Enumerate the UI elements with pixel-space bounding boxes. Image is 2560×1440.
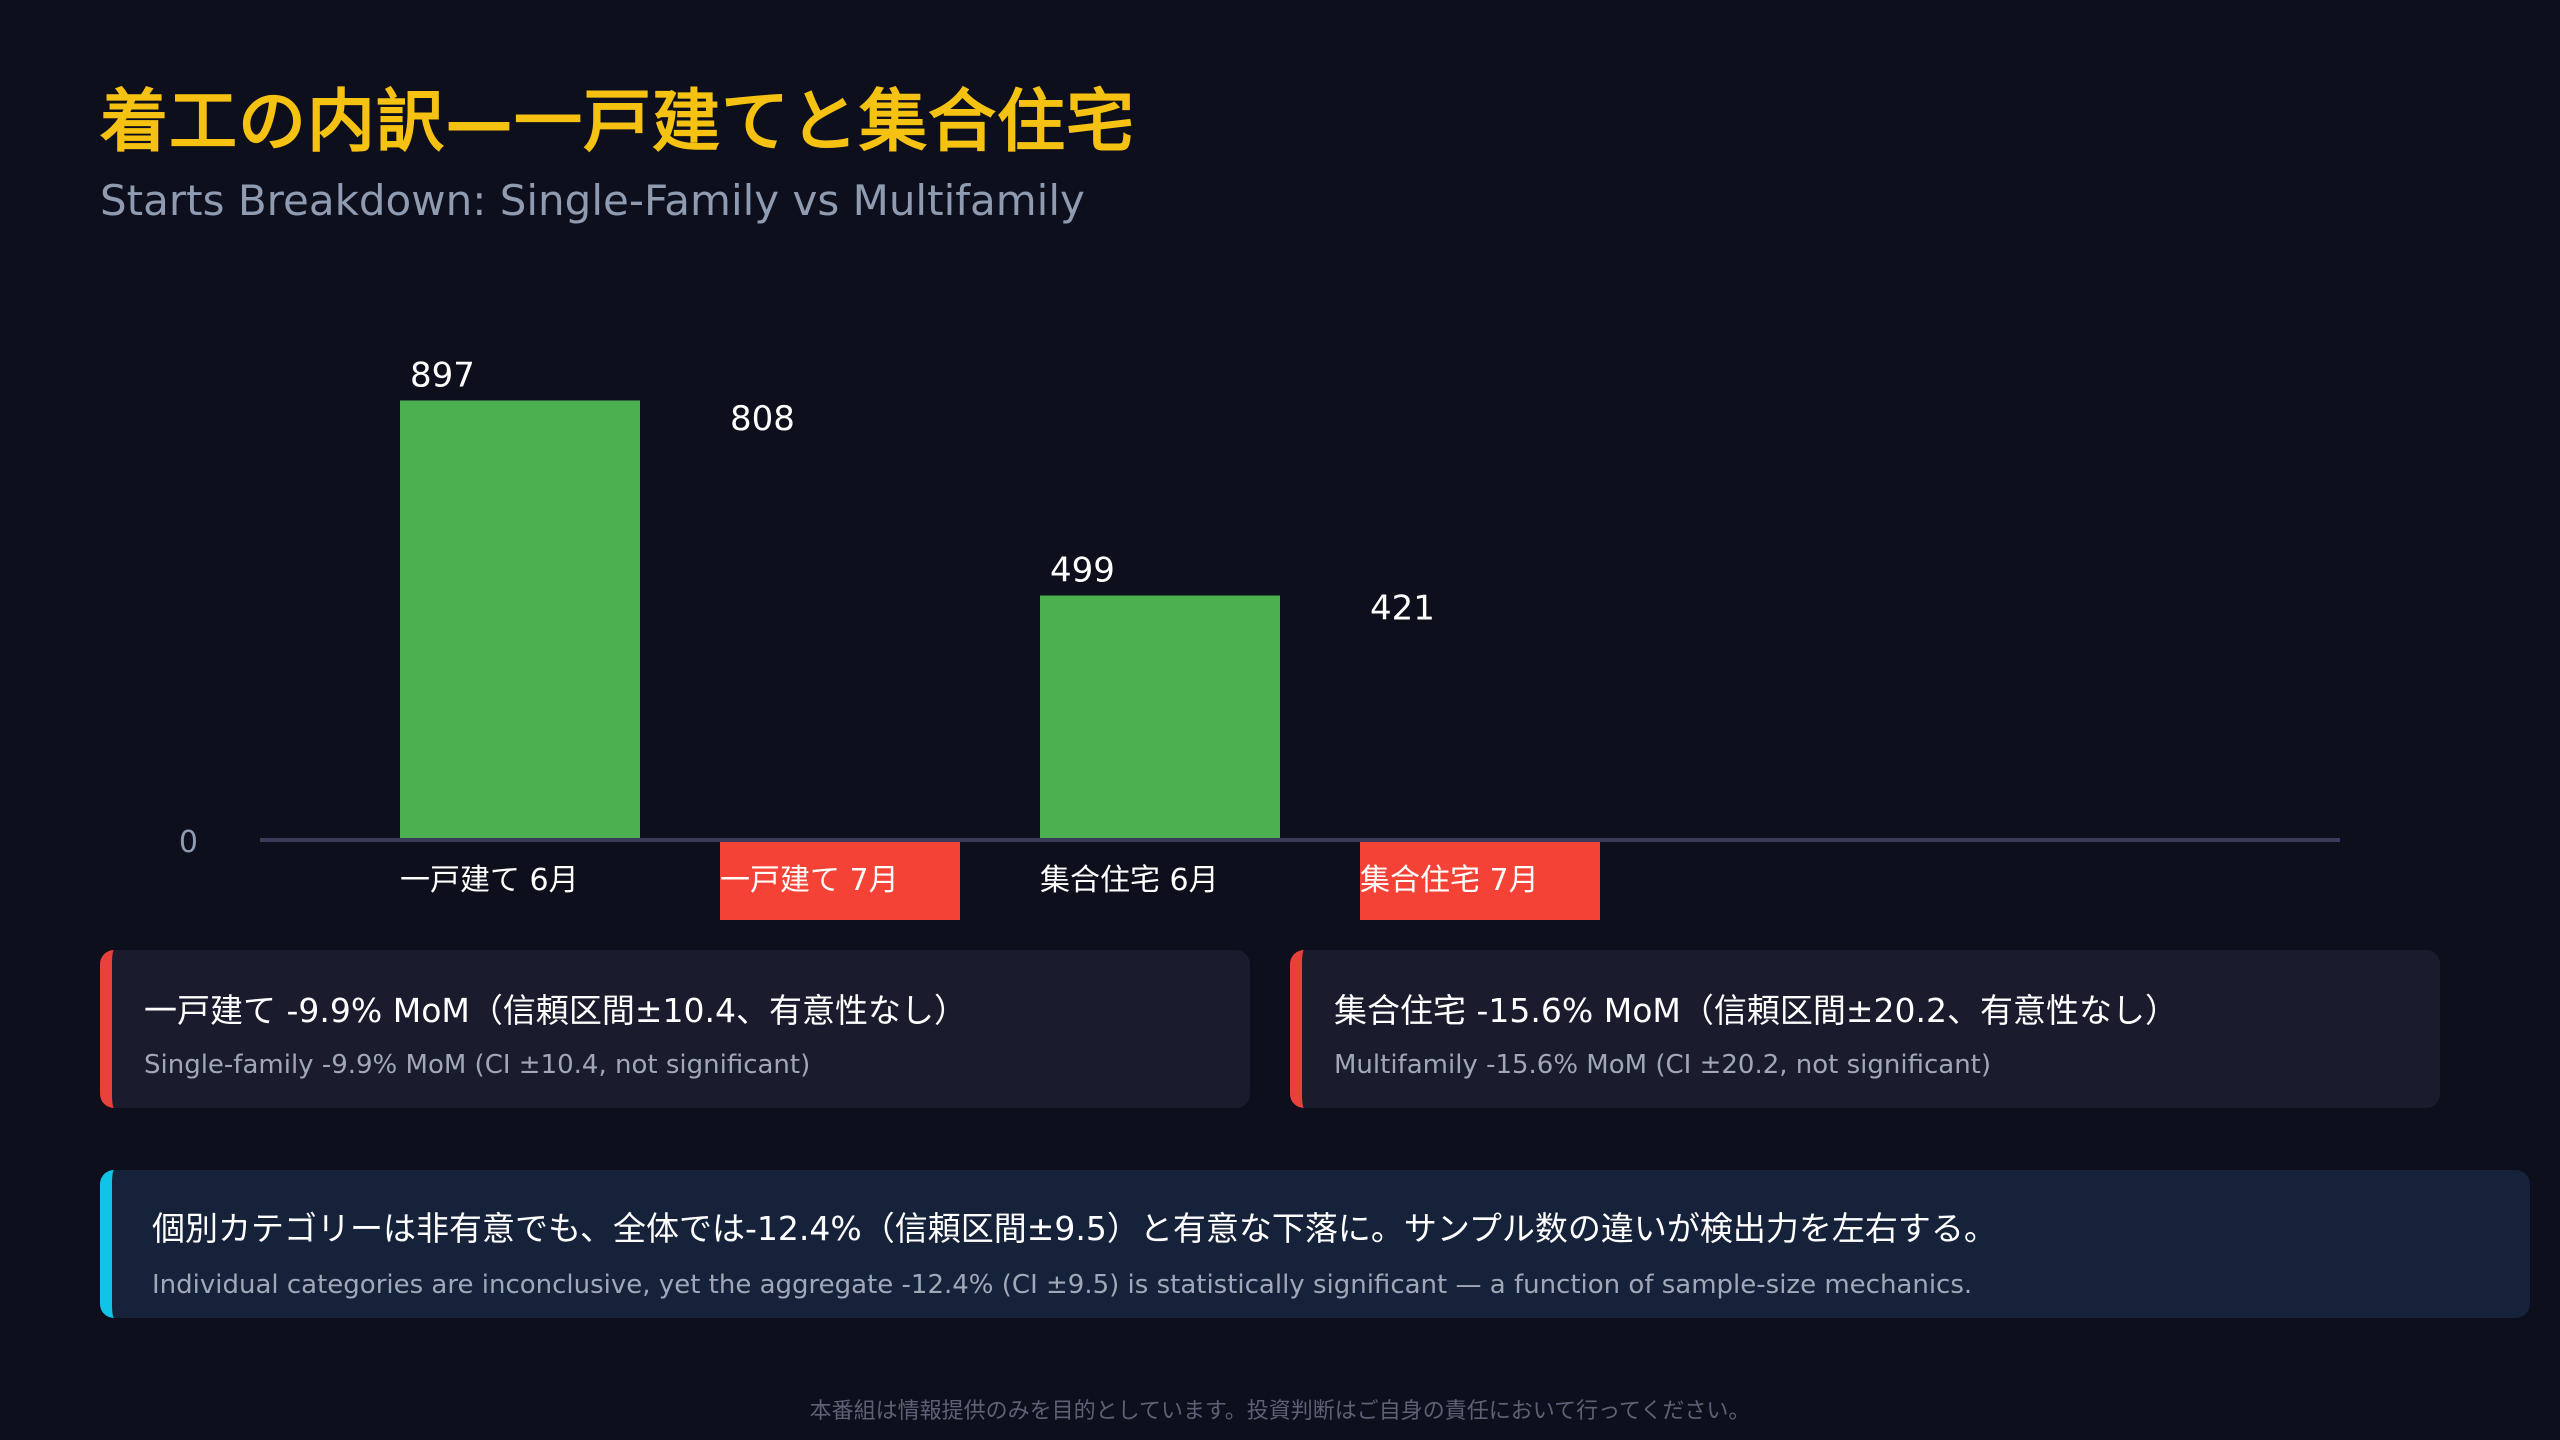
bar-3 xyxy=(1360,840,1600,920)
value-label-0: 897 xyxy=(410,355,475,395)
category-label-1: 一戸建て 7月 xyxy=(720,863,899,898)
value-label-2: 499 xyxy=(1050,550,1115,590)
note-multifamily-sub: Multifamily -15.6% MoM (CI ±20.2, not si… xyxy=(1334,1050,1992,1080)
bar-chart: 897 一戸建て 6月 808 一戸建て 7月 499 集合住宅 6月 421 集合住宅 7月… xyxy=(179,355,2340,920)
bar-2 xyxy=(1040,595,1280,840)
y-tick-0: 0 xyxy=(179,825,198,860)
note-single-family-sub: Single-family -9.9% MoM (CI ±10.4, not s… xyxy=(144,1050,811,1080)
insight-box: 個別カテゴリーは非有意でも、全体では-12.4%（信頼区間±9.5）と有意な下落… xyxy=(100,1170,2530,1318)
bar-1 xyxy=(720,840,960,920)
insight-main: 個別カテゴリーは非有意でも、全体では-12.4%（信頼区間±9.5）と有意な下落… xyxy=(152,1209,1997,1248)
category-label-0: 一戸建て 6月 xyxy=(400,863,579,898)
value-label-1: 808 xyxy=(730,399,795,439)
insight-sub: Individual categories are inconclusive, … xyxy=(152,1270,1973,1300)
note-multifamily-main: 集合住宅 -15.6% MoM（信頼区間±20.2、有意性なし） xyxy=(1334,991,2178,1030)
page-title: 着工の内訳—一戸建てと集合住宅 xyxy=(100,83,1136,162)
note-multifamily: 集合住宅 -15.6% MoM（信頼区間±20.2、有意性なし） Multifa… xyxy=(1290,950,2440,1108)
category-label-3: 集合住宅 7月 xyxy=(1360,863,1539,898)
bar-0 xyxy=(400,400,640,840)
value-label-3: 421 xyxy=(1370,589,1435,629)
category-label-2: 集合住宅 6月 xyxy=(1040,863,1219,898)
disclaimer: 本番組は情報提供のみを目的としています。投資判断はご自身の責任において行ってくだ… xyxy=(809,1399,1751,1424)
note-single-family: 一戸建て -9.9% MoM（信頼区間±10.4、有意性なし） Single-f… xyxy=(100,950,1250,1108)
page-subtitle: Starts Breakdown: Single-Family vs Multi… xyxy=(100,176,1085,225)
note-single-family-main: 一戸建て -9.9% MoM（信頼区間±10.4、有意性なし） xyxy=(144,991,967,1030)
